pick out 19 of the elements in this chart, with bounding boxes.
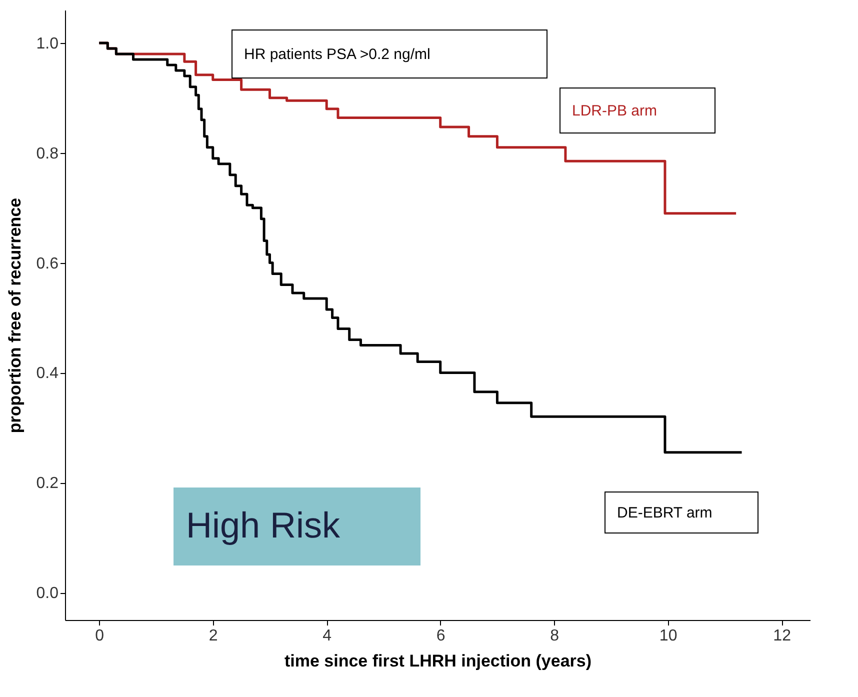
y-tick-label: 0.6	[36, 255, 59, 272]
y-axis-title: proportion free of recurrence	[5, 198, 24, 434]
x-tick-label: 4	[322, 628, 332, 644]
x-axis-title: time since first LHRH injection (years)	[284, 652, 592, 670]
series-label: LDR-PB arm	[572, 102, 658, 120]
y-tick-label: 0.8	[36, 145, 59, 162]
y-tick-label: 0.4	[36, 365, 59, 382]
text: DE-EBRT arm	[617, 504, 712, 522]
y-tick-label: 0.2	[36, 475, 59, 492]
y-tick-label: 0.0	[36, 585, 59, 602]
y-tick-label: 1.0	[36, 35, 59, 52]
annotation: High Risk	[186, 504, 342, 546]
x-tick-label: 10	[659, 628, 678, 644]
x-tick-label: 8	[550, 628, 560, 644]
x-tick-label: 2	[208, 628, 218, 644]
annotation: HR patients PSA >0.2 ng/ml	[244, 46, 430, 63]
x-tick-label: 6	[436, 628, 446, 644]
x-tick-label: 0	[95, 628, 104, 644]
x-tick-label: 12	[773, 628, 792, 644]
